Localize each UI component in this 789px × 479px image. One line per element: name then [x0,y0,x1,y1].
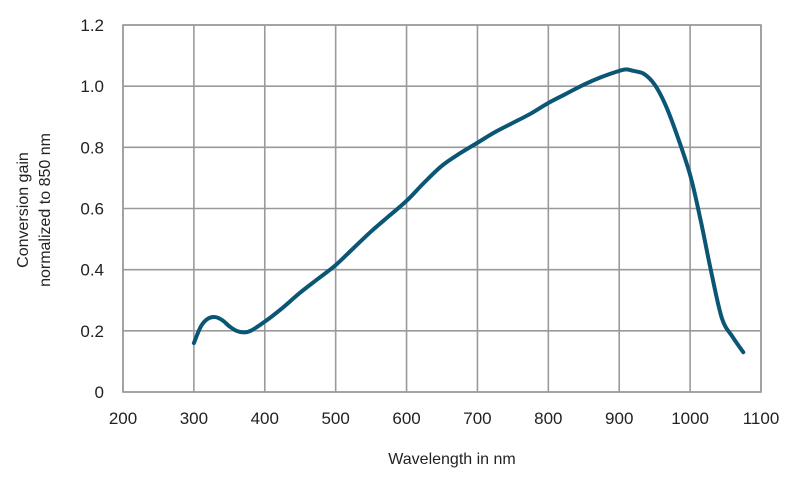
x-tick-label: 700 [463,409,491,428]
series-line-conversion-gain [191,67,746,355]
x-tick-label: 1100 [743,409,780,428]
y-axis-title: Conversion gain normalized to 850 nm [15,133,54,287]
plot-frame [122,24,762,393]
y-tick-label: 0.6 [80,200,104,219]
x-tick-label: 600 [392,409,420,428]
x-axis-title: Wavelength in nm [388,451,515,468]
y-axis-title-line-1: Conversion gain [15,152,32,268]
y-tick-label: 0.4 [80,261,104,280]
y-tick-label: 0.2 [80,322,104,341]
series-layer [191,67,746,355]
y-tick-label: 1.0 [80,77,104,96]
grid [122,24,762,393]
x-tick-label: 200 [109,409,137,428]
y-axis-title-line-2: normalized to 850 nm [37,133,54,287]
x-tick-label: 500 [321,409,349,428]
x-tick-label: 800 [534,409,562,428]
y-axis-tick-labels: 0 0.2 0.4 0.6 0.8 1.0 1.2 [80,16,104,402]
x-tick-label: 400 [251,409,279,428]
y-tick-label: 0 [95,383,104,402]
y-tick-label: 0.8 [80,138,104,157]
x-tick-label: 300 [180,409,208,428]
x-axis-tick-labels: 200 300 400 500 600 700 800 900 1000 1100 [109,409,779,428]
y-tick-label: 1.2 [80,16,104,35]
x-tick-label: 900 [605,409,633,428]
x-tick-label: 1000 [671,409,709,428]
